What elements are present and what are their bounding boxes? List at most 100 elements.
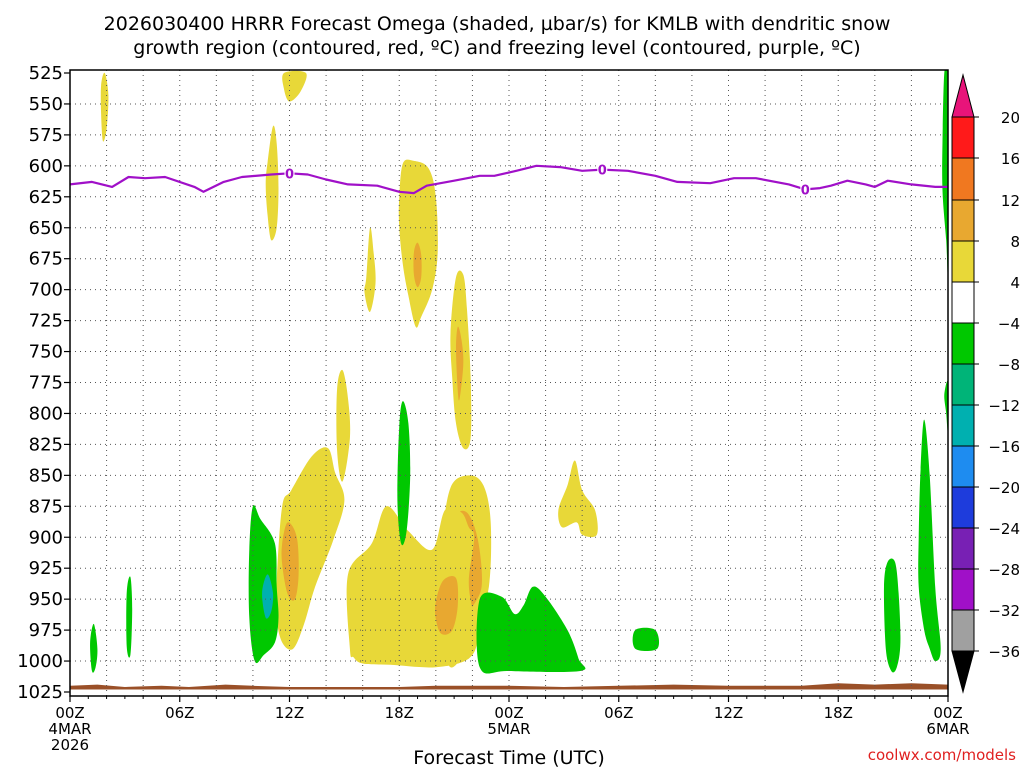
omega-positive-region	[281, 522, 299, 601]
y-tick-label: 850	[29, 465, 63, 486]
colorbar-label: 16	[1001, 150, 1020, 168]
colorbar-swatch	[951, 157, 975, 201]
colorbar: 20 16 12 8 4 −4 −8 −12 −16 −20 −24 −28 −32 −36	[951, 73, 1020, 694]
credit-text[interactable]: coolwx.com/models	[868, 746, 1016, 764]
colorbar-swatch	[951, 486, 975, 529]
omega-positive-region	[456, 326, 464, 401]
ground-fill	[70, 683, 948, 690]
omega-positive-region	[364, 227, 376, 313]
colorbar-label: −32	[988, 602, 1020, 620]
x-tick-label: 18Z	[824, 704, 853, 722]
y-axis: 525 550 575 600 625 650 675 700 725 750 775 800 825 8…	[17, 63, 70, 703]
omega-positive-region	[346, 506, 478, 668]
colorbar-label: −12	[988, 397, 1020, 415]
freezing-level-label: 0	[285, 167, 294, 182]
colorbar-label: 4	[1010, 274, 1020, 292]
y-tick-label: 650	[29, 218, 63, 239]
y-tick-label: 775	[29, 373, 63, 394]
colorbar-label: −36	[988, 643, 1020, 661]
colorbar-label: −8	[998, 356, 1020, 374]
colorbar-label: −4	[998, 315, 1020, 333]
x-axis-title: Forecast Time (UTC)	[413, 747, 604, 768]
colorbar-swatch	[951, 240, 975, 283]
omega-positive-region	[435, 576, 459, 635]
y-tick-label: 925	[29, 558, 63, 579]
omega-negative-region	[942, 70, 948, 275]
y-tick-label: 700	[29, 280, 63, 301]
freezing-level-label: 0	[801, 183, 810, 198]
x-tick-label: 4MAR	[48, 720, 91, 738]
colorbar-label: −28	[988, 561, 1020, 579]
colorbar-swatch	[951, 609, 975, 652]
omega-positive-region	[413, 242, 422, 288]
omega-negative-region	[883, 558, 901, 673]
omega-negative-region	[126, 576, 133, 658]
colorbar-swatch	[951, 445, 975, 488]
plot-frame	[69, 69, 949, 697]
omega-positive-region	[558, 460, 598, 538]
omega-shading	[90, 70, 948, 674]
y-tick-label: 575	[29, 125, 63, 146]
x-tick-label: 6MAR	[926, 720, 969, 738]
omega-positive-region	[336, 369, 351, 482]
colorbar-label: −20	[988, 479, 1020, 497]
colorbar-bottom-arrow	[951, 650, 975, 694]
colorbar-swatch	[951, 199, 975, 242]
y-tick-label: 525	[29, 63, 63, 84]
colorbar-top-arrow	[951, 73, 975, 118]
y-tick-label: 675	[29, 249, 63, 270]
x-tick-label: 00Z	[494, 704, 523, 722]
y-tick-label: 725	[29, 311, 63, 332]
omega-positive-region	[282, 70, 307, 102]
omega-negative-region	[944, 381, 948, 433]
freezing-level-contour: 0 0 0	[69, 162, 948, 198]
colorbar-swatch	[951, 363, 975, 406]
x-tick-label: 2026	[51, 736, 89, 754]
y-tick-label: 950	[29, 589, 63, 610]
y-tick-label: 750	[29, 342, 63, 363]
colorbar-label: −16	[988, 438, 1020, 456]
freezing-label-bg	[597, 162, 608, 177]
colorbar-swatch	[951, 527, 975, 570]
omega-positive-region	[100, 72, 109, 142]
x-tick-label: 18Z	[385, 704, 414, 722]
colorbar-swatch	[951, 322, 975, 365]
colorbar-label: 20	[1001, 109, 1020, 127]
title-line-2: growth region (contoured, red, ºC) and f…	[133, 37, 860, 59]
grid-lines	[70, 70, 948, 696]
y-tick-label: 550	[29, 94, 63, 115]
x-tick-label: 00Z	[55, 704, 84, 722]
colorbar-label: 12	[1001, 192, 1020, 210]
freezing-level-label: 0	[598, 164, 607, 179]
y-tick-label: 1025	[17, 682, 63, 703]
x-tick-label: 5MAR	[487, 720, 530, 738]
omega-negative-region	[90, 623, 98, 673]
freezing-level-line	[69, 164, 948, 195]
y-tick-label: 625	[29, 187, 63, 208]
y-tick-label: 975	[29, 620, 63, 641]
freezing-label-bg	[800, 182, 811, 197]
title: 2026030400 HRRR Forecast Omega (shaded, …	[104, 13, 891, 59]
x-tick-label: 00Z	[933, 704, 962, 722]
y-tick-label: 900	[29, 527, 63, 548]
title-line-1: 2026030400 HRRR Forecast Omega (shaded, …	[104, 13, 891, 35]
omega-positive-region	[265, 125, 279, 241]
y-tick-label: 825	[29, 434, 63, 455]
colorbar-swatch	[951, 568, 975, 611]
colorbar-label: −24	[988, 520, 1020, 538]
omega-negative-region	[397, 401, 411, 546]
y-tick-label: 875	[29, 496, 63, 517]
x-tick-label: 12Z	[714, 704, 743, 722]
colorbar-swatch	[951, 116, 975, 159]
ground-surface	[70, 683, 948, 690]
omega-negative-region	[262, 574, 274, 619]
colorbar-swatch	[951, 281, 975, 324]
y-tick-label: 600	[29, 156, 63, 177]
y-tick-label: 800	[29, 403, 63, 424]
omega-negative-region	[918, 419, 941, 661]
x-tick-label: 12Z	[275, 704, 304, 722]
colorbar-label: 8	[1010, 233, 1020, 251]
omega-negative-region	[632, 627, 660, 652]
